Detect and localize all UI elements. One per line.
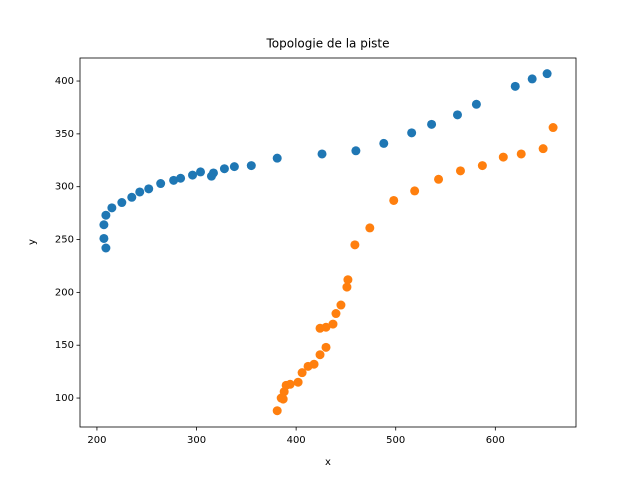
scatter-point <box>538 144 548 154</box>
scatter-point <box>389 195 399 205</box>
scatter-point <box>343 275 353 285</box>
scatter-point <box>278 394 288 404</box>
scatter-point <box>328 319 338 329</box>
scatter-point <box>365 223 375 233</box>
scatter-point <box>135 187 145 197</box>
x-tick-label: 600 <box>486 435 505 446</box>
scatter-point <box>336 300 346 310</box>
scatter-point <box>427 119 437 129</box>
scatter-point <box>471 99 481 109</box>
scatter-point <box>101 243 111 253</box>
scatter-point <box>452 110 462 120</box>
scatter-point <box>176 173 186 183</box>
scatter-point <box>169 175 179 185</box>
scatter-point <box>315 350 325 360</box>
y-tick-label: 100 <box>55 393 74 404</box>
scatter-point <box>293 377 303 387</box>
x-tick-label: 500 <box>386 435 405 446</box>
scatter-point <box>219 164 229 174</box>
scatter-point <box>379 138 389 148</box>
y-tick-label: 400 <box>55 76 74 87</box>
scatter-point <box>321 342 331 352</box>
scatter-point <box>101 210 111 220</box>
scatter-point <box>196 167 206 177</box>
scatter-point <box>285 379 295 389</box>
scatter-point <box>156 179 166 189</box>
scatter-point <box>527 74 537 84</box>
y-tick-label: 300 <box>55 182 74 193</box>
scatter-point <box>208 168 218 178</box>
scatter-point <box>144 184 154 194</box>
scatter-point <box>309 359 319 369</box>
x-tick-label: 400 <box>287 435 306 446</box>
scatter-point <box>321 322 331 332</box>
scatter-point <box>272 406 282 416</box>
scatter-point <box>477 161 487 171</box>
scatter-point <box>542 69 552 79</box>
scatter-point <box>434 174 444 184</box>
scatter-point <box>342 282 352 292</box>
x-axis-label: x <box>325 457 331 468</box>
y-axis-label: y <box>27 239 38 245</box>
scatter-point <box>510 81 520 91</box>
y-tick-label: 350 <box>55 129 74 140</box>
x-tick-label: 200 <box>87 435 106 446</box>
scatter-point <box>246 161 256 171</box>
scatter-point <box>117 198 127 208</box>
scatter-point <box>99 233 109 243</box>
scatter-point <box>548 123 558 133</box>
scatter-point <box>407 128 417 138</box>
scatter-point <box>127 192 137 202</box>
scatter-point <box>410 186 420 196</box>
scatter-point <box>331 309 341 319</box>
scatter-point <box>455 166 465 176</box>
scatter-point <box>99 220 109 230</box>
scatter-point <box>229 162 239 172</box>
scatter-point <box>351 146 361 156</box>
y-tick-label: 150 <box>55 340 74 351</box>
scatter-point <box>107 203 117 213</box>
plot-frame <box>79 57 577 428</box>
y-tick-label: 200 <box>55 287 74 298</box>
scatter-point <box>297 368 307 378</box>
scatter-point <box>498 152 508 162</box>
chart-title: Topologie de la piste <box>265 37 389 51</box>
scatter-point <box>317 149 327 159</box>
scatter-point <box>188 170 198 180</box>
scatter-point <box>350 240 360 250</box>
y-tick-label: 250 <box>55 235 74 246</box>
scatter-point <box>272 153 282 163</box>
scatter-point <box>516 149 526 159</box>
x-tick-label: 300 <box>187 435 206 446</box>
